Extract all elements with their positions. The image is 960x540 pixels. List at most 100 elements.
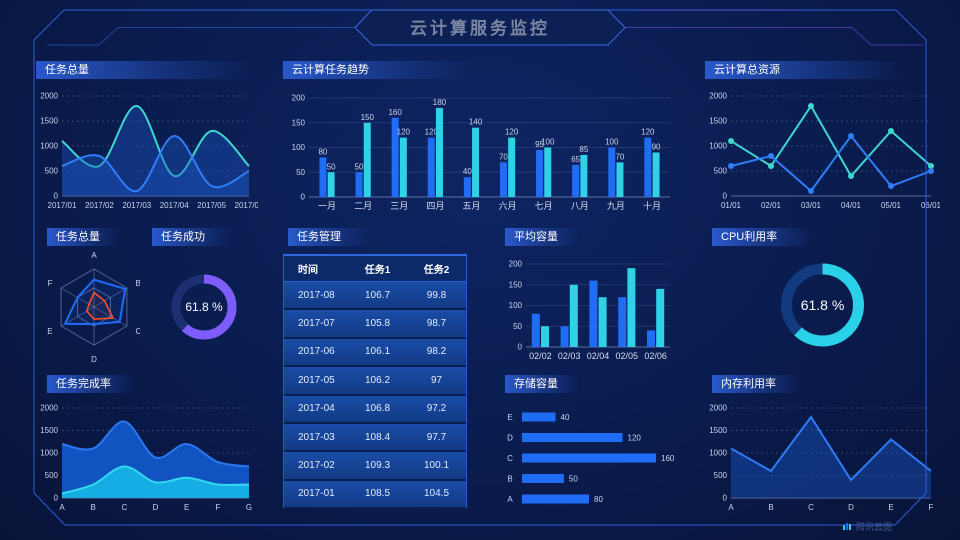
svg-text:2017/02: 2017/02 [85,201,114,210]
table-row[interactable]: 2017-01 108.5 104.5 [284,480,466,510]
task-total-area-chart: 0 500 1000 1500 2000 2017/01 2017/02 2017/03 201… [36,84,258,212]
svg-text:150: 150 [509,280,523,289]
svg-text:70: 70 [615,152,624,161]
table-row[interactable]: 2017-04 106.8 97.2 [284,395,466,424]
table-cell: 106.2 [364,374,391,386]
panel-memory-usage: 内存利用率 0 500 1000 1500 2000 A B C D E F [705,375,940,517]
svg-text:1000: 1000 [40,142,58,151]
svg-text:1500: 1500 [40,426,58,435]
svg-text:06/01: 06/01 [921,201,940,210]
svg-text:E: E [47,327,52,336]
svg-text:120: 120 [505,128,519,137]
svg-text:2017/06: 2017/06 [235,201,258,210]
table-cell: 104.5 [423,488,450,500]
table-cell: 108.5 [364,488,391,500]
cloud-task-trend-chart: 0 50 100 150 200 一月 80 50 二月 50 150 三月 160 120 四月 120 18… [283,84,678,212]
panel-title: 任务完成率 [47,375,136,393]
svg-text:500: 500 [714,471,728,480]
table-cell: 106.7 [364,289,391,301]
table-cell: 97 [430,374,443,386]
table-row[interactable]: 2017-03 108.4 97.7 [284,423,466,453]
svg-text:500: 500 [45,471,59,480]
svg-text:100: 100 [292,143,306,152]
svg-text:四月: 四月 [426,201,444,211]
table-cell: 2017-05 [298,374,335,386]
svg-text:05/01: 05/01 [881,201,902,210]
page-title: 云计算服务监控 [410,19,550,38]
svg-text:十月: 十月 [643,200,661,211]
memory-usage-chart: 0 500 1000 1500 2000 A B C D E F [705,396,940,514]
table-cell: 100.1 [423,460,450,472]
svg-text:F: F [929,503,934,512]
svg-text:100: 100 [541,138,555,147]
svg-text:0: 0 [723,192,728,201]
table-cell: 99.8 [426,289,447,301]
panel-title: 存储容量 [505,375,580,393]
svg-text:1000: 1000 [709,449,727,458]
svg-text:02/01: 02/01 [761,201,782,210]
table-row[interactable]: 2017-08 106.7 99.8 [284,282,466,311]
panel-task-management: 任务管理 时间 任务1 任务2 2017-08 106.7 99.8 2017-07 105.… [283,228,467,510]
svg-text:C: C [135,327,140,336]
task-total-radar-chart: A B C D E F [36,250,140,366]
svg-text:150: 150 [292,118,306,127]
svg-text:65: 65 [571,155,580,164]
svg-text:50: 50 [327,162,336,171]
svg-text:五月: 五月 [462,201,480,211]
panel-title: CPU利用率 [712,228,813,246]
svg-text:50: 50 [569,475,578,484]
svg-text:三月: 三月 [390,201,408,211]
svg-text:A: A [91,251,97,260]
svg-text:1000: 1000 [709,142,727,151]
table-cell: 106.8 [364,403,391,415]
panel-task-total-area: 任务总量 0 500 1000 1500 2000 2017/01 2017/02 2017/… [36,61,258,212]
svg-text:E: E [507,413,512,422]
svg-text:140: 140 [469,118,483,127]
svg-text:0: 0 [518,343,523,352]
table-header-cell: 任务2 [423,265,450,276]
table-row[interactable]: 2017-02 109.3 100.1 [284,452,466,481]
svg-text:120: 120 [397,128,411,137]
svg-text:七月: 七月 [535,201,553,211]
average-capacity-chart: 0 50 100 150 200 02/02 02/03 02/04 02/05 02/06 [500,250,678,362]
table-row[interactable]: 2017-07 105.8 98.7 [284,310,466,339]
table-header-row: 时间 任务1 任务2 [284,256,466,282]
table-row[interactable]: 2017-05 106.2 97 [284,367,466,396]
svg-text:200: 200 [509,260,523,269]
panel-task-completion: 任务完成率 0 500 1000 1500 2000 A B C D E F G [36,375,258,517]
svg-text:A: A [59,503,65,512]
svg-text:180: 180 [433,98,447,107]
table-cell: 2017-07 [298,318,335,330]
svg-text:500: 500 [714,167,728,176]
svg-text:90: 90 [652,142,661,151]
svg-text:02/06: 02/06 [644,351,667,361]
svg-text:D: D [848,503,854,512]
svg-text:01/01: 01/01 [721,201,742,210]
table-cell: 2017-01 [298,488,335,500]
task-completion-chart: 0 500 1000 1500 2000 A B C D E F G [36,396,258,514]
svg-text:100: 100 [605,138,619,147]
svg-text:100: 100 [509,301,523,310]
table-cell: 108.4 [364,431,391,443]
panel-cloud-total-resources: 云计算总资源 0 500 1000 1500 2000 01/01 02/01 03/01 04… [705,61,940,212]
table-cell: 109.3 [364,460,391,472]
panel-storage-capacity: 存储容量 E 40 D 120 C 160 B 50 A 80 [500,375,678,517]
panel-title: 平均容量 [505,228,580,246]
svg-text:150: 150 [361,113,375,122]
svg-text:50: 50 [513,322,522,331]
svg-text:2000: 2000 [40,92,58,101]
svg-text:D: D [153,503,159,512]
task-management-table: 时间 任务1 任务2 2017-08 106.7 99.8 2017-07 105.8 98.7… [283,254,467,510]
panel-cloud-task-trend: 云计算任务趋势 0 50 100 150 200 一月 80 50 二月 50 150 三月 160 12… [283,61,678,212]
svg-text:500: 500 [45,167,59,176]
svg-text:六月: 六月 [499,200,517,211]
svg-text:A: A [507,495,513,504]
tencent-cloud-logo-icon [843,523,851,530]
table-row[interactable]: 2017-06 106.1 98.2 [284,338,466,368]
svg-text:03/01: 03/01 [801,201,822,210]
svg-text:B: B [768,503,773,512]
panel-average-capacity: 平均容量 0 50 100 150 200 02/02 02/03 02/04 02/05 02/… [500,228,678,364]
panel-title: 任务管理 [288,228,371,246]
svg-text:160: 160 [388,108,402,117]
